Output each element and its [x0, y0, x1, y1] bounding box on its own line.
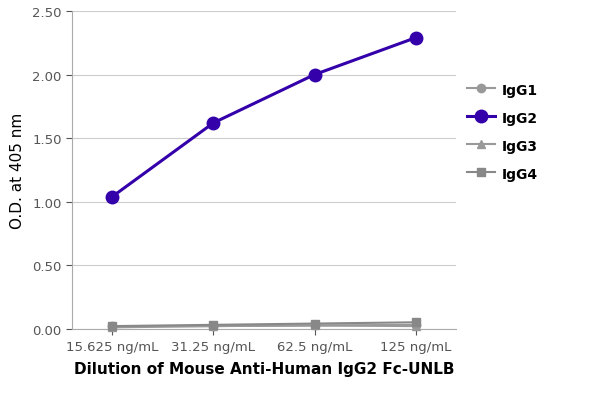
IgG4: [311, 321, 318, 326]
IgG4: [412, 320, 419, 325]
IgG4: [210, 323, 217, 328]
Y-axis label: O.D. at 405 nm: O.D. at 405 nm: [10, 112, 25, 229]
Legend: IgG1, IgG2, IgG3, IgG4: IgG1, IgG2, IgG3, IgG4: [463, 79, 542, 185]
IgG3: [412, 324, 419, 329]
IgG1: [311, 323, 318, 328]
IgG2: [412, 36, 419, 41]
IgG1: [109, 324, 116, 329]
IgG3: [109, 325, 116, 330]
IgG3: [210, 324, 217, 329]
Line: IgG4: IgG4: [108, 318, 420, 330]
IgG1: [210, 324, 217, 329]
IgG4: [109, 324, 116, 329]
IgG2: [109, 194, 116, 199]
Line: IgG3: IgG3: [108, 322, 420, 332]
Line: IgG1: IgG1: [108, 321, 420, 330]
IgG1: [412, 323, 419, 328]
X-axis label: Dilution of Mouse Anti-Human IgG2 Fc-UNLB: Dilution of Mouse Anti-Human IgG2 Fc-UNL…: [74, 361, 454, 376]
IgG3: [311, 323, 318, 328]
Line: IgG2: IgG2: [106, 32, 422, 203]
IgG2: [311, 73, 318, 78]
IgG2: [210, 121, 217, 126]
